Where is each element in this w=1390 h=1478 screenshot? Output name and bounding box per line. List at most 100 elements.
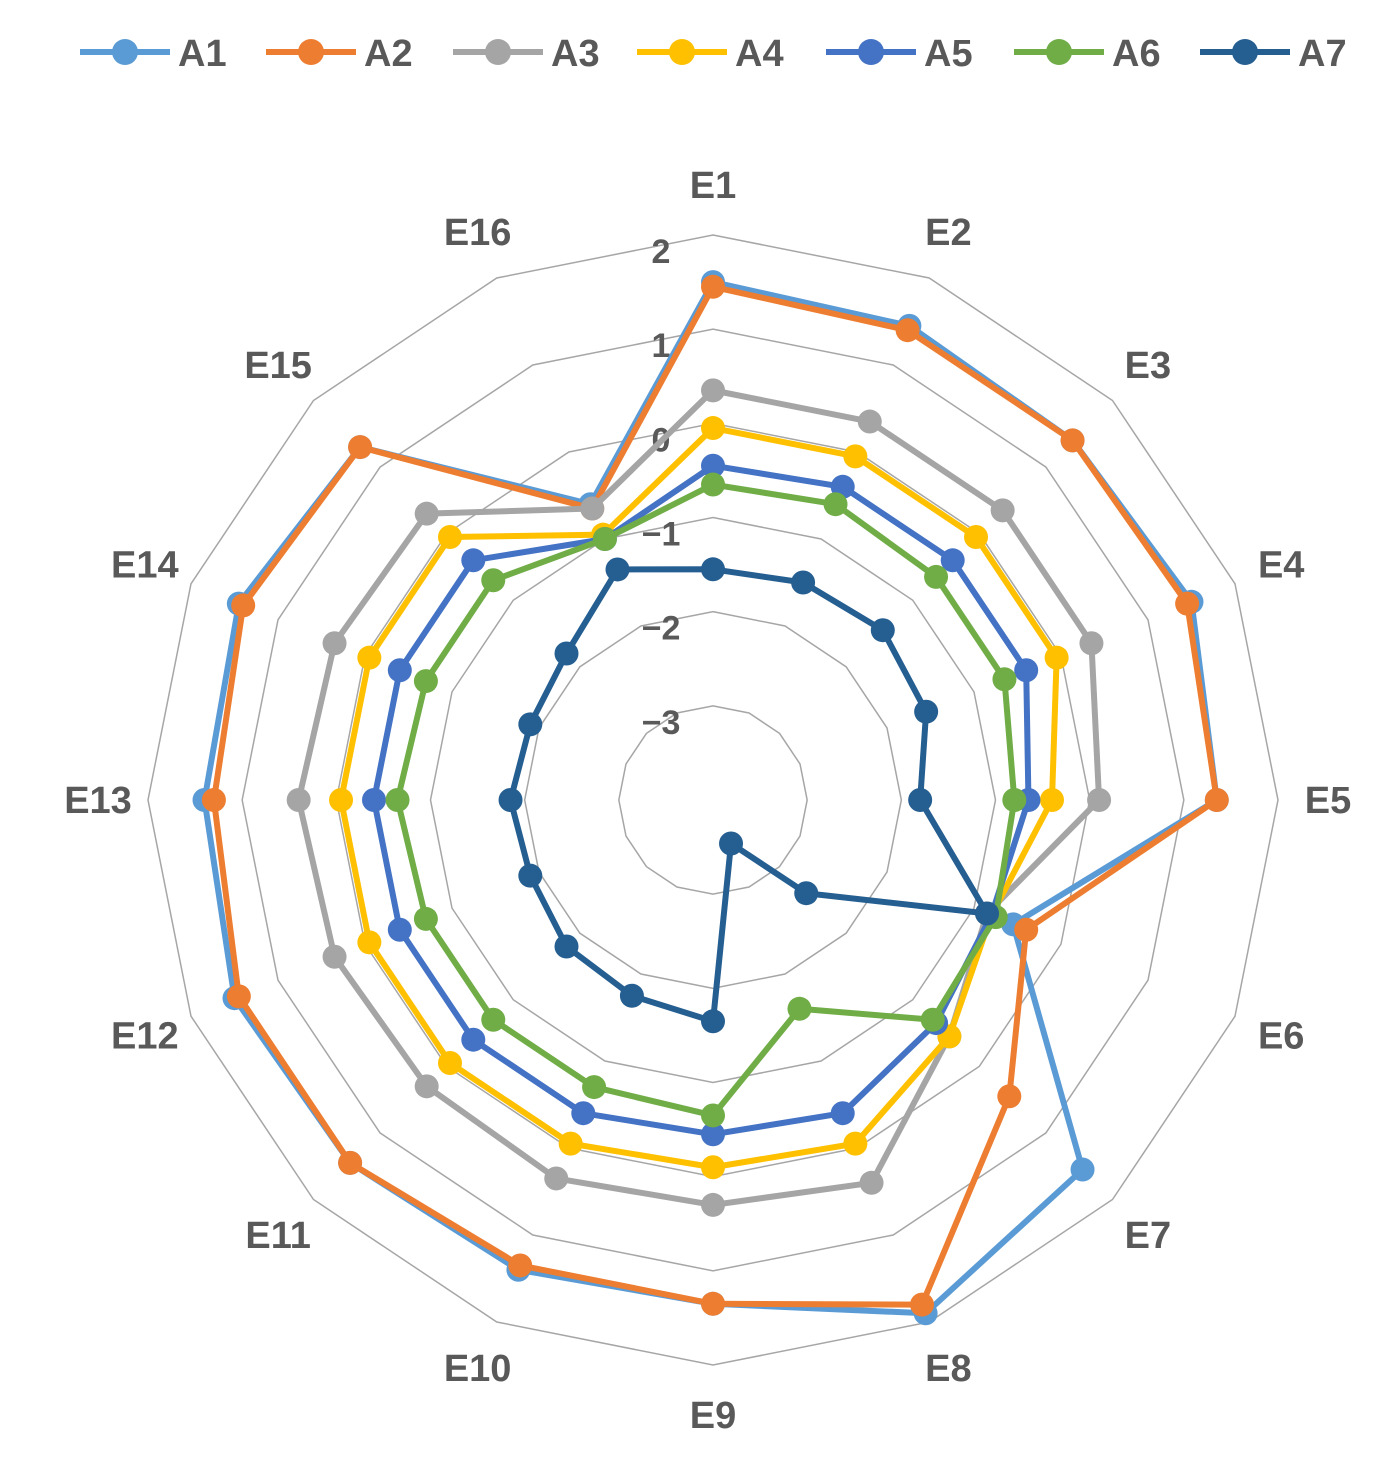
data-point bbox=[1079, 631, 1104, 656]
data-point bbox=[701, 416, 725, 441]
data-point bbox=[357, 645, 382, 670]
data-point bbox=[558, 1131, 583, 1156]
data-point bbox=[964, 524, 989, 549]
data-point bbox=[357, 930, 382, 955]
data-point bbox=[990, 498, 1015, 523]
series-layer bbox=[192, 270, 1229, 1326]
data-point bbox=[592, 527, 617, 552]
tick-label: −3 bbox=[642, 704, 681, 742]
data-point bbox=[701, 378, 725, 403]
data-point bbox=[518, 712, 543, 737]
legend-label: A3 bbox=[551, 33, 600, 75]
legend-label: A1 bbox=[178, 33, 227, 75]
legend-item-a2: A2 bbox=[266, 33, 413, 75]
data-point bbox=[701, 274, 725, 299]
data-point bbox=[387, 658, 412, 683]
data-point bbox=[701, 453, 725, 478]
legend-label: A5 bbox=[924, 33, 973, 75]
data-point bbox=[870, 618, 895, 643]
data-point bbox=[544, 1166, 569, 1191]
data-point bbox=[1044, 645, 1069, 670]
data-point bbox=[554, 934, 579, 959]
data-point bbox=[701, 1155, 725, 1180]
category-label-e16: E16 bbox=[444, 212, 512, 254]
data-point bbox=[580, 496, 605, 521]
legend: A1 A2 A3 A4 A5 A6 A7 bbox=[80, 33, 1347, 75]
legend-item-a6: A6 bbox=[1014, 33, 1161, 75]
data-point bbox=[1014, 917, 1039, 942]
data-point bbox=[286, 788, 311, 812]
legend-marker bbox=[298, 39, 324, 65]
data-point bbox=[701, 1192, 725, 1217]
tick-label: −1 bbox=[642, 516, 681, 554]
data-point bbox=[554, 641, 579, 666]
legend-marker bbox=[669, 39, 695, 65]
data-point bbox=[975, 901, 1000, 926]
data-point bbox=[518, 863, 543, 888]
data-point bbox=[701, 1291, 725, 1316]
data-point bbox=[362, 788, 386, 812]
legend-marker bbox=[112, 39, 138, 65]
data-point bbox=[924, 564, 949, 589]
data-point bbox=[571, 1101, 596, 1126]
series-a3 bbox=[286, 378, 1112, 1217]
data-point bbox=[1070, 1157, 1095, 1182]
category-label-e1: E1 bbox=[690, 165, 736, 207]
category-label-e13: E13 bbox=[64, 780, 132, 822]
data-point bbox=[843, 1131, 868, 1156]
legend-marker bbox=[1046, 39, 1072, 65]
data-point bbox=[701, 557, 725, 582]
grid-ring bbox=[429, 516, 997, 1084]
data-point bbox=[605, 557, 630, 582]
series-a4 bbox=[329, 416, 1069, 1180]
grid-ring bbox=[241, 328, 1185, 1272]
data-point bbox=[582, 1075, 607, 1100]
data-point bbox=[461, 1027, 486, 1052]
data-point bbox=[1040, 788, 1064, 812]
tick-label: 2 bbox=[652, 233, 671, 271]
category-label-e3: E3 bbox=[1125, 345, 1171, 387]
data-point bbox=[940, 548, 965, 573]
legend-item-a4: A4 bbox=[637, 33, 784, 75]
data-point bbox=[231, 593, 256, 618]
data-point bbox=[719, 831, 744, 856]
legend-item-a7: A7 bbox=[1200, 33, 1347, 75]
data-point bbox=[1002, 788, 1027, 812]
data-point bbox=[1014, 658, 1039, 683]
series-a7 bbox=[498, 557, 1000, 1034]
data-point bbox=[437, 1051, 462, 1076]
data-point bbox=[914, 699, 939, 724]
radar-grid bbox=[147, 234, 1279, 1366]
data-point bbox=[895, 318, 920, 343]
grid-ring bbox=[147, 234, 1279, 1366]
category-label-e10: E10 bbox=[444, 1348, 512, 1390]
data-point bbox=[701, 472, 725, 497]
data-point bbox=[226, 984, 251, 1009]
category-label-e2: E2 bbox=[925, 212, 971, 254]
data-point bbox=[791, 570, 816, 595]
data-point bbox=[413, 906, 438, 931]
data-point bbox=[859, 1170, 884, 1195]
data-point bbox=[908, 788, 933, 812]
data-point bbox=[1175, 591, 1200, 616]
legend-item-a1: A1 bbox=[80, 33, 227, 75]
tick-label: 1 bbox=[652, 327, 671, 365]
series-a2 bbox=[201, 274, 1229, 1317]
data-point bbox=[414, 1074, 439, 1099]
category-label-e11: E11 bbox=[245, 1215, 311, 1257]
data-point bbox=[1060, 428, 1085, 453]
category-label-e9: E9 bbox=[690, 1395, 736, 1437]
legend-label: A4 bbox=[735, 33, 784, 75]
category-label-e6: E6 bbox=[1258, 1015, 1304, 1057]
data-point bbox=[201, 788, 226, 812]
data-point bbox=[857, 409, 882, 434]
category-label-e7: E7 bbox=[1125, 1215, 1171, 1257]
data-point bbox=[348, 435, 373, 460]
data-point bbox=[322, 631, 347, 656]
category-label-e15: E15 bbox=[244, 345, 312, 387]
data-point bbox=[701, 1122, 725, 1147]
data-point bbox=[1204, 788, 1229, 812]
data-point bbox=[843, 444, 868, 469]
